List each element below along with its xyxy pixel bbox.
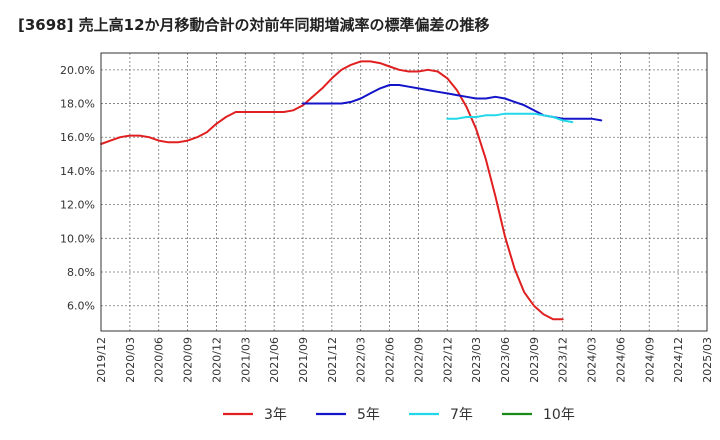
x-tick-label: 2021/03 [239,337,252,383]
plot-frame [100,52,708,332]
x-tick-label: 2022/03 [355,337,368,383]
chart-title: [3698] 売上高12か月移動合計の対前年同期増減率の標準偏差の推移 [18,16,490,34]
x-tick-label: 2024/03 [586,337,599,383]
grid-lines [100,53,708,331]
y-tick-label: 18.0% [60,98,95,111]
x-tick-label: 2022/06 [384,337,397,383]
x-tick-label: 2023/06 [499,337,512,383]
y-tick-label: 12.0% [60,199,95,212]
x-tick-label: 2023/03 [470,337,483,383]
x-tick-label: 2020/09 [182,337,195,383]
x-tick-label: 2020/06 [153,337,166,383]
axes: 6.0% 8.0% 10.0% 12.0% 14.0% 16.0% 18.0% 20.0% 20… [60,52,714,383]
legend-label: 5年 [357,407,380,423]
series-lines [100,60,603,321]
x-tick-label: 2023/09 [528,337,541,383]
y-tick-label: 20.0% [60,64,95,77]
y-tick-label: 8.0% [67,266,95,279]
x-tick-label: 2021/06 [268,337,281,383]
x-tick-label: 2022/12 [441,337,454,383]
x-tick-label: 2020/12 [210,337,223,383]
x-tick-label: 2022/09 [412,337,425,383]
x-tick-label: 2024/06 [614,337,627,383]
series-line-3年 [100,60,564,321]
y-tick-label: 14.0% [60,165,95,178]
plot-area [101,53,707,331]
x-tick-label: 2025/03 [701,337,714,383]
x-tick-label: 2024/12 [672,337,685,383]
x-tick-label: 2021/12 [326,337,339,383]
legend-label: 3年 [264,407,287,423]
x-tick-label: 2019/12 [95,337,108,383]
x-tick-label: 2024/09 [643,337,656,383]
legend-label: 10年 [543,407,575,423]
x-tick-label: 2023/12 [557,337,570,383]
x-tick-label: 2020/03 [124,337,137,383]
legend-label: 7年 [450,407,473,423]
y-tick-label: 16.0% [60,131,95,144]
y-tick-label: 10.0% [60,232,95,245]
legend: 3年 5年 7年 10年 [223,407,575,423]
series-line-7年 [446,112,574,124]
y-tick-label: 6.0% [67,300,95,313]
x-tick-label: 2021/09 [297,337,310,383]
